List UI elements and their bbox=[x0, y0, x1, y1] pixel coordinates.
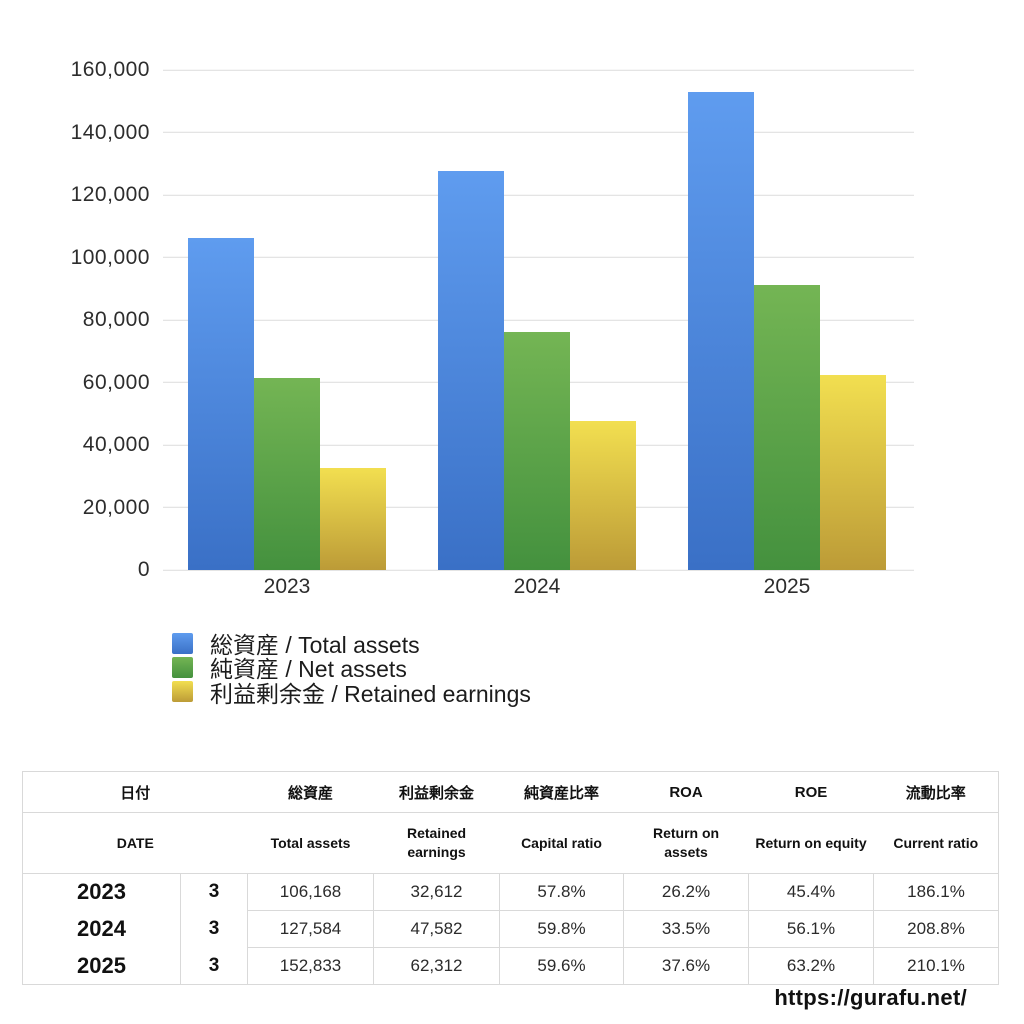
column-header: Total assets bbox=[247, 812, 374, 874]
legend-swatch-icon bbox=[172, 632, 193, 654]
y-axis-tick-label: 60,000 bbox=[82, 370, 150, 394]
y-axis-tick-label: 20,000 bbox=[82, 495, 150, 519]
table-row: 2023 3 106,168 32,612 57.8% 26.2% 45.4% 186.1% bbox=[23, 873, 999, 911]
column-header: 総資産 bbox=[247, 771, 374, 813]
bar bbox=[688, 92, 754, 570]
column-header: ROE bbox=[748, 771, 874, 813]
value-cell: 152,833 bbox=[247, 947, 374, 985]
bar bbox=[254, 378, 320, 570]
legend-label: 純資産 / Net assets bbox=[210, 656, 407, 683]
bar bbox=[754, 285, 820, 570]
table-row: 2024 3 127,584 47,582 59.8% 33.5% 56.1% 208.8% bbox=[23, 910, 999, 948]
header-row-en: DATE Total assets Retained earnings Capital… bbox=[22, 812, 999, 874]
month-cell: 3 bbox=[179, 910, 248, 948]
column-header: Current ratio bbox=[873, 812, 999, 874]
table-body: 2023 3 106,168 32,612 57.8% 26.2% 45.4% 186.1% 2… bbox=[23, 873, 999, 985]
column-header: 日付 bbox=[22, 771, 248, 813]
y-gridline bbox=[163, 194, 914, 196]
year-cell: 2025 bbox=[77, 952, 126, 978]
column-header: Retained earnings bbox=[373, 812, 500, 874]
value-cell: 32,612 bbox=[373, 873, 500, 911]
value-cell: 210.1% bbox=[873, 947, 999, 985]
legend-item: 純資産 / Net assets bbox=[172, 655, 531, 682]
column-header: 利益剰余金 bbox=[373, 771, 500, 813]
site-url-watermark: https://gurafu.net/ bbox=[774, 985, 967, 1010]
value-cell: 33.5% bbox=[623, 910, 749, 948]
legend-swatch-icon bbox=[172, 681, 193, 703]
column-header: ROA bbox=[623, 771, 749, 813]
bar bbox=[570, 421, 636, 570]
bar bbox=[188, 238, 254, 570]
year-cell: 2024 bbox=[77, 916, 126, 941]
column-header: Return on equity bbox=[748, 812, 874, 874]
legend-swatch-icon bbox=[172, 656, 193, 678]
column-header: Return on assets bbox=[623, 812, 749, 874]
header-row-jp: 日付 総資産 利益剰余金 純資産比率 ROA ROE 流動比率 bbox=[22, 771, 999, 813]
value-cell: 37.6% bbox=[623, 947, 749, 985]
y-gridline bbox=[163, 569, 914, 571]
legend-item: 利益剰余金 / Retained earnings bbox=[172, 680, 531, 707]
x-axis-tick-label: 2023 bbox=[263, 575, 311, 598]
column-header: 流動比率 bbox=[873, 771, 999, 813]
value-cell: 26.2% bbox=[623, 873, 749, 911]
value-cell: 47,582 bbox=[373, 910, 500, 948]
y-axis-tick-label: 140,000 bbox=[70, 120, 150, 144]
y-axis-tick-label: 120,000 bbox=[70, 183, 150, 206]
month-cell: 3 bbox=[179, 873, 248, 911]
x-axis-tick-label: 2024 bbox=[513, 575, 561, 598]
y-axis-tick-label: 0 bbox=[137, 558, 150, 581]
table-row: 2025 3 152,833 62,312 59.6% 37.6% 63.2% 210.1% bbox=[23, 947, 999, 985]
value-cell: 127,584 bbox=[247, 910, 374, 948]
y-gridline bbox=[163, 257, 914, 258]
value-cell: 59.8% bbox=[499, 910, 624, 948]
column-header: Capital ratio bbox=[499, 812, 624, 874]
column-header: 純資産比率 bbox=[499, 771, 624, 813]
value-cell: 208.8% bbox=[873, 910, 999, 948]
month-cell: 3 bbox=[179, 947, 248, 985]
bar bbox=[504, 331, 570, 570]
value-cell: 57.8% bbox=[499, 873, 624, 911]
column-header: DATE bbox=[22, 812, 248, 874]
value-cell: 186.1% bbox=[873, 873, 999, 911]
chart-legend: 総資産 / Total assets 純資産 / Net assets 利益剰余金 … bbox=[172, 631, 531, 707]
value-cell: 106,168 bbox=[247, 873, 374, 911]
table-header: 日付 総資産 利益剰余金 純資産比率 ROA ROE 流動比率 DATE Total asset… bbox=[22, 771, 999, 874]
financial-table: 日付 総資産 利益剰余金 純資産比率 ROA ROE 流動比率 DATE Total asset… bbox=[22, 771, 1000, 985]
year-cell: 2023 bbox=[77, 879, 126, 905]
value-cell: 63.2% bbox=[748, 947, 874, 985]
y-gridline bbox=[163, 319, 914, 321]
value-cell: 62,312 bbox=[373, 947, 500, 985]
bar bbox=[320, 468, 386, 570]
bar bbox=[438, 171, 504, 570]
legend-item: 総資産 / Total assets bbox=[172, 631, 531, 658]
y-axis-tick-label: 100,000 bbox=[70, 245, 150, 269]
y-gridline bbox=[163, 69, 914, 71]
value-cell: 59.6% bbox=[499, 947, 624, 985]
x-axis-tick-label: 2025 bbox=[763, 575, 811, 598]
y-axis-tick-label: 80,000 bbox=[82, 308, 150, 331]
legend-label: 総資産 / Total assets bbox=[210, 632, 420, 659]
value-cell: 45.4% bbox=[748, 873, 874, 911]
legend-label: 利益剰余金 / Retained earnings bbox=[210, 680, 531, 707]
bar bbox=[820, 375, 886, 570]
value-cell: 56.1% bbox=[748, 910, 874, 948]
y-axis-tick-label: 40,000 bbox=[82, 433, 150, 456]
y-axis-tick-label: 160,000 bbox=[70, 58, 150, 81]
y-gridline bbox=[163, 132, 914, 133]
